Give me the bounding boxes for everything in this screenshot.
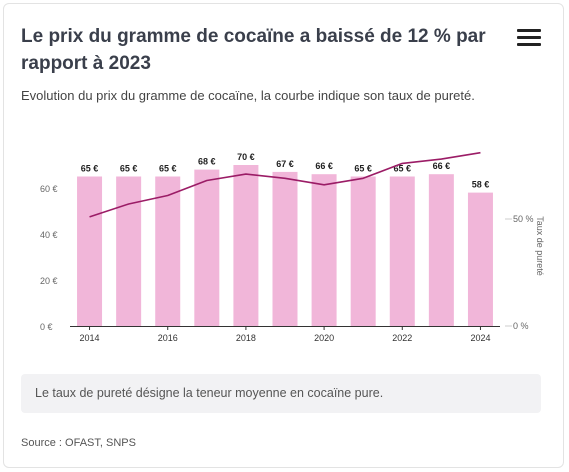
- bar[interactable]: [272, 171, 298, 326]
- y-right-tick-label: 50 %: [513, 214, 534, 224]
- menu-line: [517, 29, 541, 32]
- x-tick-label: 2014: [80, 333, 100, 343]
- bar-data-label: 65 €: [394, 164, 412, 174]
- purity-note: Le taux de pureté désigne la teneur moye…: [21, 374, 541, 413]
- y-left-tick-label: 0 €: [40, 322, 53, 332]
- bar-data-label: 65 €: [159, 164, 177, 174]
- y-right-tick-label: 0 %: [513, 321, 529, 331]
- x-tick-label: 2020: [314, 333, 334, 343]
- y-left-tick-label: 20 €: [40, 276, 58, 286]
- menu-line: [517, 36, 541, 39]
- bar-data-label: 65 €: [120, 164, 138, 174]
- bar-data-label: 66 €: [315, 161, 333, 171]
- y-left-tick-label: 60 €: [40, 184, 58, 194]
- x-tick-label: 2016: [158, 333, 178, 343]
- bar[interactable]: [311, 174, 337, 326]
- bar[interactable]: [116, 176, 142, 327]
- chart-plot: 0 € 20 € 40 € 60 € 65 € 65 € 65 € 68 € 70 € 67 € 6…: [40, 151, 545, 343]
- purity-line[interactable]: [89, 151, 481, 218]
- bar[interactable]: [467, 192, 493, 326]
- x-tick-label: 2022: [392, 333, 412, 343]
- bar-data-label: 68 €: [198, 157, 216, 167]
- bar[interactable]: [77, 176, 103, 327]
- bar[interactable]: [428, 174, 454, 326]
- bar-data-label: 66 €: [433, 161, 451, 171]
- y-left-tick-label: 40 €: [40, 230, 58, 240]
- bar[interactable]: [389, 176, 415, 327]
- chart-title: Le prix du gramme de cocaïne a baissé de…: [21, 26, 486, 74]
- bar-data-label: 67 €: [276, 159, 294, 169]
- x-tick-label: 2024: [470, 333, 490, 343]
- menu-line: [517, 43, 541, 46]
- y-right-axis-label: Taux de pureté: [535, 216, 545, 276]
- bar-data-label: 70 €: [237, 152, 255, 162]
- bar-data-label: 58 €: [472, 180, 490, 190]
- source-text: Source : OFAST, SNPS: [21, 437, 136, 449]
- bar[interactable]: [155, 176, 181, 327]
- bar[interactable]: [194, 169, 220, 326]
- bar-data-label: 65 €: [81, 164, 99, 174]
- hamburger-menu-icon[interactable]: [517, 29, 541, 49]
- bar[interactable]: [350, 176, 376, 327]
- x-tick-label: 2018: [236, 333, 256, 343]
- chart-subtitle: Evolution du prix du gramme de cocaïne, …: [21, 88, 475, 103]
- bar[interactable]: [233, 165, 259, 326]
- bar-data-label: 65 €: [354, 164, 372, 174]
